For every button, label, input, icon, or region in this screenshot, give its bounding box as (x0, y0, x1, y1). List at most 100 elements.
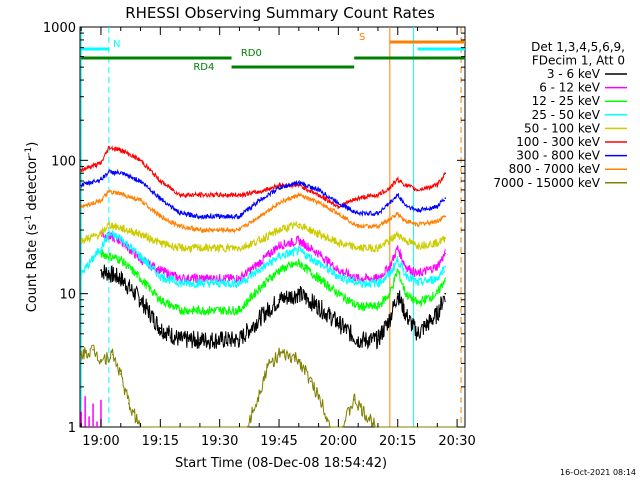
data-point (258, 287, 261, 289)
data-point (100, 162, 102, 165)
data-point (218, 229, 221, 231)
y-tick-label: 1 (68, 421, 76, 436)
data-point (218, 309, 221, 312)
data-point (357, 339, 359, 341)
chart-title: RHESSI Observing Summary Count Rates (125, 4, 435, 22)
data-point (139, 233, 142, 235)
data-point (337, 275, 340, 278)
data-point (119, 277, 122, 280)
x-tick-label: 19:30 (201, 434, 238, 449)
plot-frame (79, 26, 466, 428)
legend-entry-label: 7000 - 15000 keV (493, 176, 600, 190)
data-point (199, 247, 201, 249)
data-point (389, 292, 391, 295)
data-point (298, 223, 300, 226)
data-point (108, 233, 110, 235)
x-axis-label: Start Time (08-Dec-08 18:54:42) (175, 456, 387, 471)
flag-label: N (113, 39, 120, 50)
data-point (100, 199, 102, 202)
data-point (404, 292, 407, 295)
data-point (199, 339, 201, 341)
data-point (404, 220, 407, 222)
data-point (159, 275, 162, 278)
series-group (100, 249, 447, 317)
data-point (139, 159, 142, 162)
legend-entry-label: 12 - 25 keV (532, 94, 601, 108)
data-point (416, 189, 419, 191)
data-point (317, 194, 320, 196)
data-point (396, 292, 399, 295)
data-point (159, 269, 162, 271)
series-line (80, 168, 446, 220)
data-point (278, 202, 280, 204)
data-point (404, 184, 407, 187)
data-point (159, 242, 162, 244)
data-point (337, 322, 340, 325)
series-group (80, 344, 466, 428)
data-point (396, 233, 399, 235)
data-point (436, 265, 439, 268)
data-point (139, 180, 142, 182)
legend-entry-label: 6 - 12 keV (539, 81, 601, 95)
data-point (199, 309, 201, 312)
data-point (218, 277, 221, 280)
data-point (317, 262, 320, 264)
legend-header: Det 1,3,4,5,6,9, (531, 40, 625, 54)
data-point (365, 415, 367, 418)
data-point (389, 218, 391, 221)
data-point (389, 317, 391, 320)
data-point (159, 197, 162, 199)
data-point (258, 262, 261, 264)
data-point (436, 184, 439, 187)
data-point (179, 282, 181, 284)
legend-entry-label: 300 - 800 keV (516, 149, 600, 163)
data-point (278, 269, 280, 271)
data-point (258, 392, 261, 394)
flag-label: S (359, 32, 365, 43)
data-point (159, 327, 162, 330)
series-line (80, 145, 446, 210)
data-point (416, 209, 419, 212)
data-point (396, 178, 399, 181)
legend-entry-label: 50 - 100 keV (524, 121, 601, 135)
data-point (396, 194, 399, 196)
data-point (199, 229, 201, 231)
data-point (238, 229, 241, 231)
data-point (100, 233, 102, 235)
data-point (404, 313, 407, 316)
data-point (119, 148, 122, 151)
data-point (238, 247, 241, 249)
data-point (218, 282, 221, 284)
data-point (337, 242, 340, 244)
legend-header: FDecim 1, Att 0 (532, 54, 625, 68)
data-point (444, 265, 447, 268)
data-point (396, 212, 399, 215)
data-point (436, 242, 439, 244)
data-point (238, 309, 241, 312)
data-point (100, 358, 102, 361)
data-point (329, 426, 332, 428)
data-point (258, 199, 261, 202)
data-point (238, 194, 241, 196)
data-point (119, 227, 122, 229)
data-point (377, 339, 379, 341)
data-point (179, 212, 181, 215)
data-point (404, 239, 407, 242)
data-point (337, 202, 340, 204)
data-point (80, 205, 82, 208)
x-tick-label: 20:30 (438, 434, 475, 449)
data-point (389, 273, 391, 275)
series-group (80, 145, 447, 210)
series-group (80, 168, 447, 220)
x-tick-label: 20:15 (379, 434, 416, 449)
data-point (80, 239, 82, 242)
data-point (80, 168, 82, 171)
data-point (416, 273, 419, 275)
data-point (377, 247, 379, 249)
data-point (357, 247, 359, 249)
data-point (444, 237, 447, 240)
data-point (298, 249, 300, 252)
data-point (337, 292, 340, 295)
data-point (337, 212, 340, 215)
data-point (238, 282, 241, 284)
